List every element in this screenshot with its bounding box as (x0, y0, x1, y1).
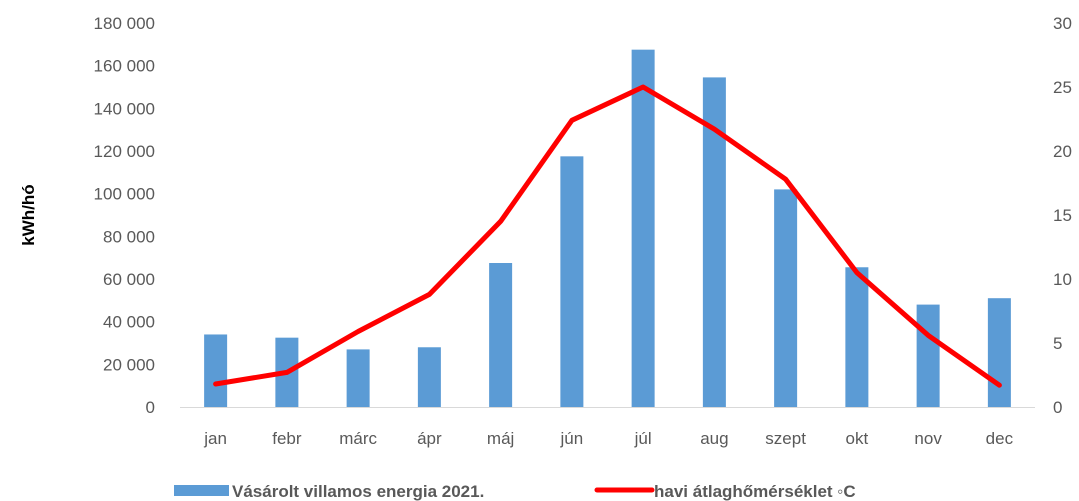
bar-jan (204, 334, 228, 407)
left-tick-label: 60 000 (103, 270, 155, 289)
right-tick-label: 10 (1053, 270, 1072, 289)
legend-bar-swatch (174, 485, 229, 496)
bars-layer (204, 49, 1011, 408)
x-tick-label: dec (986, 429, 1014, 448)
bar-márc (346, 349, 370, 407)
x-tick-label: szept (765, 429, 806, 448)
legend-bar-label: Vásárolt villamos energia 2021. (232, 482, 484, 501)
right-tick-label: 5 (1053, 334, 1062, 353)
bar-ápr (417, 347, 441, 407)
x-tick-label: júl (634, 429, 652, 448)
bar-szept (774, 189, 798, 407)
bar-jún (560, 156, 584, 407)
right-axis-ticks: 0 5 10 15 20 25 30 (1053, 14, 1072, 417)
temperature-line (213, 84, 1002, 388)
left-tick-label: 0 (146, 398, 155, 417)
x-axis-ticks: jan febr márc ápr máj jún júl aug szept okt nov dec (203, 429, 1013, 448)
legend-line-label: havi átlaghőmérséklet ◦C (654, 482, 856, 501)
left-tick-label: 140 000 (94, 99, 155, 118)
x-tick-label: jan (203, 429, 227, 448)
right-tick-label: 0 (1053, 398, 1062, 417)
left-tick-label: 180 000 (94, 14, 155, 33)
x-tick-label: nov (914, 429, 942, 448)
x-tick-label: máj (487, 429, 514, 448)
left-tick-label: 100 000 (94, 185, 155, 204)
y-axis-title: kWh/hó (19, 184, 38, 245)
bar-okt (845, 267, 869, 407)
x-tick-label: febr (272, 429, 302, 448)
right-tick-label: 25 (1053, 78, 1072, 97)
line-layer (213, 84, 1002, 388)
left-tick-label: 80 000 (103, 227, 155, 246)
left-tick-label: 120 000 (94, 142, 155, 161)
bar-máj (489, 263, 513, 407)
bar-dec (987, 298, 1011, 407)
right-tick-label: 20 (1053, 142, 1072, 161)
left-tick-label: 160 000 (94, 57, 155, 76)
x-tick-label: aug (700, 429, 728, 448)
x-tick-label: márc (339, 429, 377, 448)
bar-nov (916, 304, 940, 407)
left-tick-label: 20 000 (103, 355, 155, 374)
bar-aug (702, 77, 726, 408)
x-tick-label: jún (560, 429, 584, 448)
right-tick-label: 15 (1053, 206, 1072, 225)
x-tick-label: ápr (417, 429, 442, 448)
left-axis-ticks: 0 20 000 40 000 60 000 80 000 100 000 120 000 1… (94, 14, 155, 417)
left-tick-label: 40 000 (103, 313, 155, 332)
bar-júl (631, 49, 655, 408)
x-tick-label: okt (846, 429, 869, 448)
right-tick-label: 30 (1053, 14, 1072, 33)
legend: Vásárolt villamos energia 2021. havi átla… (174, 482, 856, 501)
